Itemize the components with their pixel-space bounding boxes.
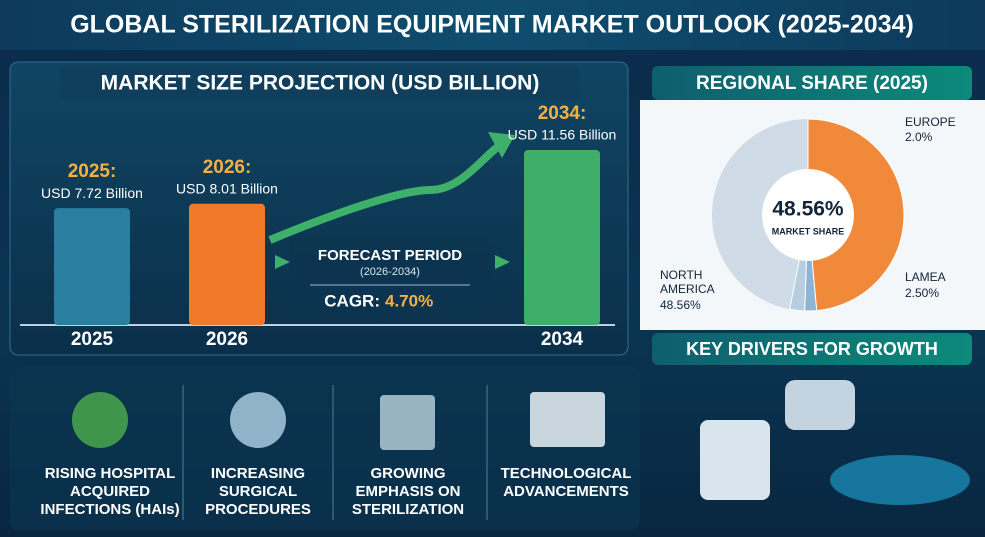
value-label: USD 11.56 Billion xyxy=(508,127,617,143)
x-tick-label: 2025 xyxy=(71,329,114,350)
pie-title: REGIONAL SHARE (2025) xyxy=(696,73,928,94)
bar xyxy=(524,150,600,325)
x-tick-label: 2026 xyxy=(206,329,248,350)
device-illustration xyxy=(785,380,855,430)
value-label: USD 7.72 Billion xyxy=(41,185,143,201)
value-label: USD 8.01 Billion xyxy=(176,180,278,196)
icon-germ xyxy=(72,392,128,448)
bar-title: MARKET SIZE PROJECTION (USD BILLION) xyxy=(101,72,540,95)
bar xyxy=(54,208,130,325)
bar-heading: 2034: xyxy=(538,103,587,124)
pie-center xyxy=(762,169,854,261)
bar xyxy=(189,203,265,325)
region-label: NORTH AMERICA xyxy=(660,268,715,297)
device-illustration xyxy=(700,420,770,500)
pie-slice xyxy=(807,118,905,312)
pie-title-box xyxy=(652,66,972,100)
driver-label: TECHNOLOGICAL ADVANCEMENTS xyxy=(500,465,632,500)
growth-arrow xyxy=(268,141,503,244)
chevron xyxy=(275,255,290,269)
region-value: 2.0% xyxy=(905,130,933,144)
page-title: GLOBAL STERILIZATION EQUIPMENT MARKET OU… xyxy=(70,11,914,39)
forecast-box xyxy=(290,238,490,320)
arrow-head xyxy=(488,132,515,158)
center-value: 48.56% xyxy=(772,198,844,221)
forecast-title: FORECAST PERIOD xyxy=(318,247,462,264)
icon-tools xyxy=(380,395,435,450)
region-value: 2.50% xyxy=(905,286,940,300)
forecast-period: (2026-2034) xyxy=(360,266,420,278)
cagr-label: CAGR: xyxy=(324,291,380,310)
drivers-panel xyxy=(10,367,640,530)
driver-label: RISING HOSPITAL ACQUIRED INFECTIONS (HAI… xyxy=(40,465,180,518)
title-bar xyxy=(0,0,985,50)
icon-surgery xyxy=(230,392,286,448)
glow-pad xyxy=(830,455,970,505)
region-label: LAMEA xyxy=(905,270,946,284)
bar-title-box xyxy=(60,66,580,100)
bar-heading: 2025: xyxy=(68,161,117,182)
bar-heading: 2026: xyxy=(203,157,252,178)
region-label: EUROPE xyxy=(905,115,956,129)
x-tick-label: 2034 xyxy=(541,329,584,350)
cagr-value: 4.70% xyxy=(385,291,433,310)
center-label: MARKET SHARE xyxy=(772,226,845,236)
driver-label: INCREASING SURGICAL PROCEDURES xyxy=(205,465,311,518)
driver-label: GROWING EMPHASIS ON STERILIZATION xyxy=(351,465,465,518)
icon-devices xyxy=(530,392,605,447)
drivers-title-box xyxy=(652,333,972,365)
drivers-title: KEY DRIVERS FOR GROWTH xyxy=(686,339,938,359)
region-value: 48.56% xyxy=(660,298,701,312)
chevron xyxy=(495,255,510,269)
